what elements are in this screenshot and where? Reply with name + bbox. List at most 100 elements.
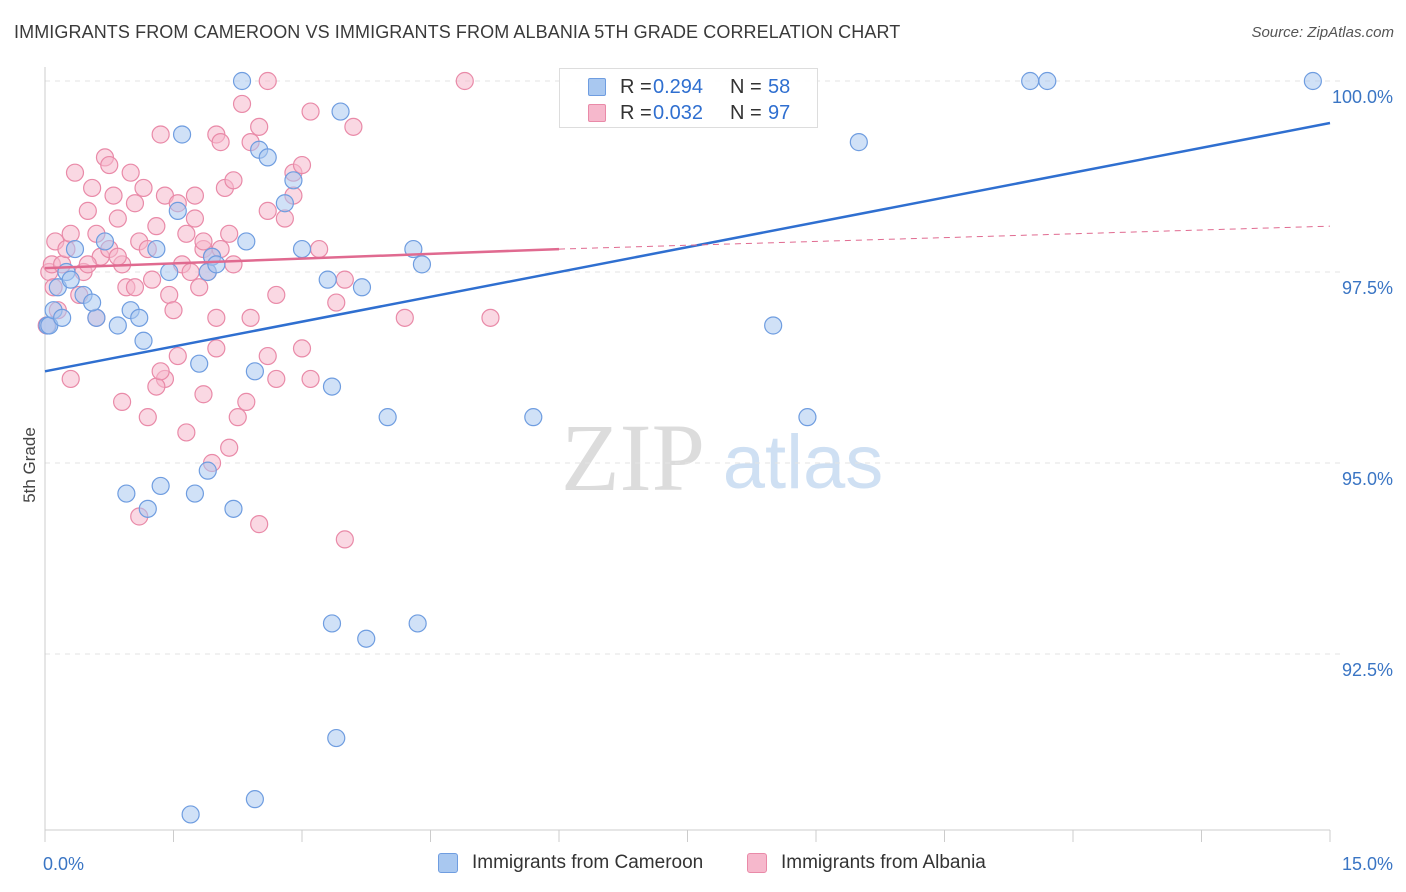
y-tick-label: 100.0% (1332, 87, 1393, 107)
cameroon-point (798, 408, 817, 427)
watermark-zip: ZIP (561, 404, 705, 511)
albania-point (125, 194, 145, 213)
cameroon-point (327, 728, 346, 748)
albania-point (211, 133, 230, 152)
albania-point (224, 255, 243, 274)
albania-point (147, 217, 166, 236)
legend-n-value: 97 (768, 102, 791, 124)
legend-n-label: N = (730, 76, 762, 98)
gridlines (45, 80, 1340, 655)
albania-point (142, 270, 162, 289)
albania-trend-line (44, 247, 560, 270)
cameroon-point (83, 293, 102, 312)
x-tick-label: 0.0% (43, 854, 84, 874)
cameroon-point (292, 239, 312, 259)
albania-point (250, 117, 269, 136)
legend-swatch-albania (747, 853, 767, 873)
albania-point (301, 102, 320, 121)
albania-point (344, 117, 363, 136)
axes (44, 67, 1331, 842)
cameroon-point (134, 331, 153, 350)
cameroon-point (849, 133, 868, 152)
legend-swatch-cameroon (438, 853, 458, 873)
cameroon-point (65, 239, 85, 259)
albania-point (335, 270, 354, 289)
albania-point (104, 186, 123, 205)
cameroon-point (378, 408, 397, 427)
albania-point (190, 278, 209, 297)
legend-swatch-cameroon (588, 78, 606, 96)
albania-point (292, 339, 312, 358)
albania-point (275, 209, 294, 228)
albania-point (185, 186, 205, 205)
legend-label-albania: Immigrants from Albania (781, 852, 986, 873)
cameroon-point (1038, 71, 1057, 91)
albania-point (112, 392, 132, 411)
y-tick-label: 97.5% (1342, 278, 1393, 298)
albania-point (134, 178, 153, 198)
cameroon-point (357, 629, 376, 648)
albania-point (61, 369, 80, 389)
cameroon-point (160, 262, 179, 282)
cameroon-point (408, 614, 427, 633)
cameroon-point (108, 316, 127, 335)
cameroon-trend-line (44, 121, 1331, 373)
cameroon-point (87, 308, 106, 327)
albania-point (185, 209, 205, 228)
albania-point (220, 224, 239, 243)
cameroon-point (181, 805, 200, 824)
cameroon-point (224, 499, 243, 518)
albania-point (207, 339, 226, 358)
albania-point (78, 201, 97, 220)
albania-point (258, 201, 277, 220)
cameroon-point (172, 125, 192, 144)
y-tick-label: 95.0% (1342, 469, 1393, 489)
cameroon-point (245, 790, 264, 809)
cameroon-point (185, 484, 205, 503)
albania-point (108, 247, 127, 266)
albania-point (177, 423, 196, 442)
cameroon-point (232, 71, 252, 91)
albania-point (121, 163, 140, 182)
trend-lines (44, 121, 1331, 373)
albania-point (65, 163, 85, 182)
legend-label-cameroon: Immigrants from Cameroon (472, 852, 704, 873)
albania-point (138, 408, 157, 427)
cameroon-point (138, 499, 157, 518)
cameroon-point (284, 171, 303, 190)
chart-title: IMMIGRANTS FROM CAMEROON VS IMMIGRANTS F… (14, 22, 901, 42)
albania-trend-extension (558, 225, 1331, 250)
cameroon-point (61, 270, 80, 289)
albania-point (61, 224, 80, 243)
cameroon-point (318, 270, 337, 289)
albania-point (83, 178, 102, 198)
series-albania-points (37, 71, 500, 549)
albania-point (237, 392, 256, 411)
cameroon-point (322, 614, 342, 633)
cameroon-point (237, 232, 256, 251)
tick-labels: 92.5% 95.0% 97.5% 100.0% 0.0% 15.0% (43, 87, 1393, 874)
cameroon-point (352, 278, 372, 297)
albania-point (181, 262, 200, 282)
albania-point (151, 362, 170, 381)
albania-point (168, 346, 187, 366)
legend-r-label: R = (620, 76, 652, 98)
cameroon-point (1303, 71, 1322, 91)
albania-point (310, 239, 329, 259)
x-tick-label: 15.0% (1342, 854, 1393, 874)
albania-point (301, 369, 320, 389)
cameroon-point (258, 148, 277, 167)
albania-point (481, 308, 500, 327)
legend-row-cameroon: R = 0.294 N = 58 (560, 74, 817, 100)
albania-point (241, 308, 260, 327)
albania-point (125, 278, 145, 297)
cameroon-point (331, 102, 350, 121)
albania-point (292, 155, 312, 175)
cameroon-point (53, 308, 72, 327)
albania-point (177, 224, 196, 243)
cameroon-point (130, 308, 149, 327)
cameroon-point (245, 362, 264, 381)
cameroon-point (190, 354, 209, 373)
cameroon-point (1021, 71, 1040, 91)
albania-point (455, 71, 474, 91)
